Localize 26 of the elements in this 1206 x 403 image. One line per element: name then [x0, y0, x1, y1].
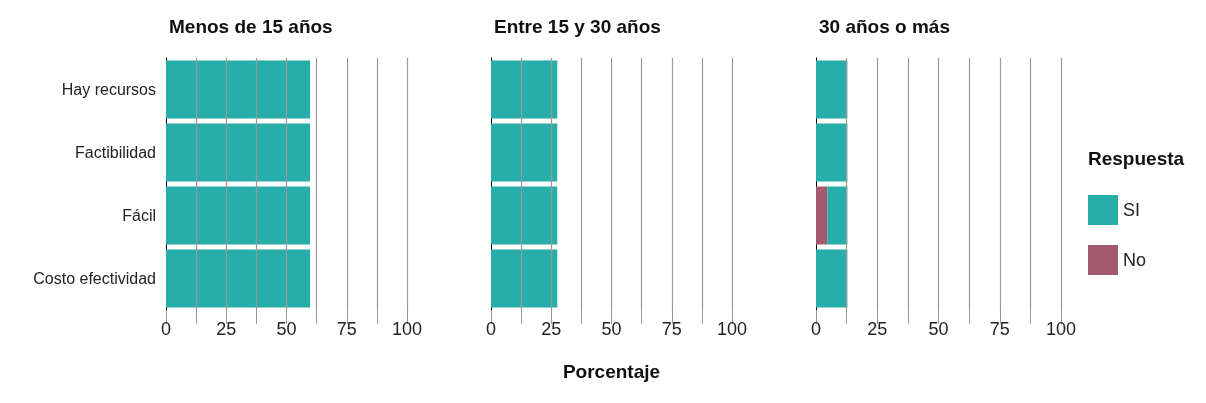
- x-tick-label: 25: [216, 319, 237, 339]
- x-tick-label: 50: [928, 319, 949, 339]
- y-tick-label: Fácil: [122, 207, 156, 224]
- chart-title: 30 años o más: [819, 16, 950, 37]
- x-tick-label: 75: [336, 319, 357, 339]
- chart-title: Menos de 15 años: [169, 16, 333, 37]
- x-tick-label: 75: [661, 319, 682, 339]
- x-tick-label: 100: [1045, 319, 1077, 339]
- x-tick-label: 100: [391, 319, 423, 339]
- x-tick-label: 25: [867, 319, 888, 339]
- x-axis-title: Porcentaje: [562, 361, 661, 382]
- x-tick-label: 75: [989, 319, 1010, 339]
- x-tick-label: 25: [541, 319, 562, 339]
- x-tick-label: 0: [810, 319, 822, 339]
- legend-label: No: [1123, 250, 1147, 270]
- legend-label: SI: [1123, 200, 1141, 220]
- legend-title: Respuesta: [1088, 148, 1185, 169]
- chart-title: Entre 15 y 30 años: [494, 16, 661, 37]
- x-tick-label: 0: [160, 319, 172, 339]
- x-tick-label: 50: [601, 319, 622, 339]
- y-tick-label: Hay recursos: [61, 81, 156, 98]
- x-tick-label: 0: [485, 319, 497, 339]
- x-tick-label: 50: [276, 319, 297, 339]
- y-tick-label: Factibilidad: [75, 144, 156, 161]
- x-tick-label: 100: [716, 319, 748, 339]
- y-tick-label: Costo efectividad: [33, 270, 156, 287]
